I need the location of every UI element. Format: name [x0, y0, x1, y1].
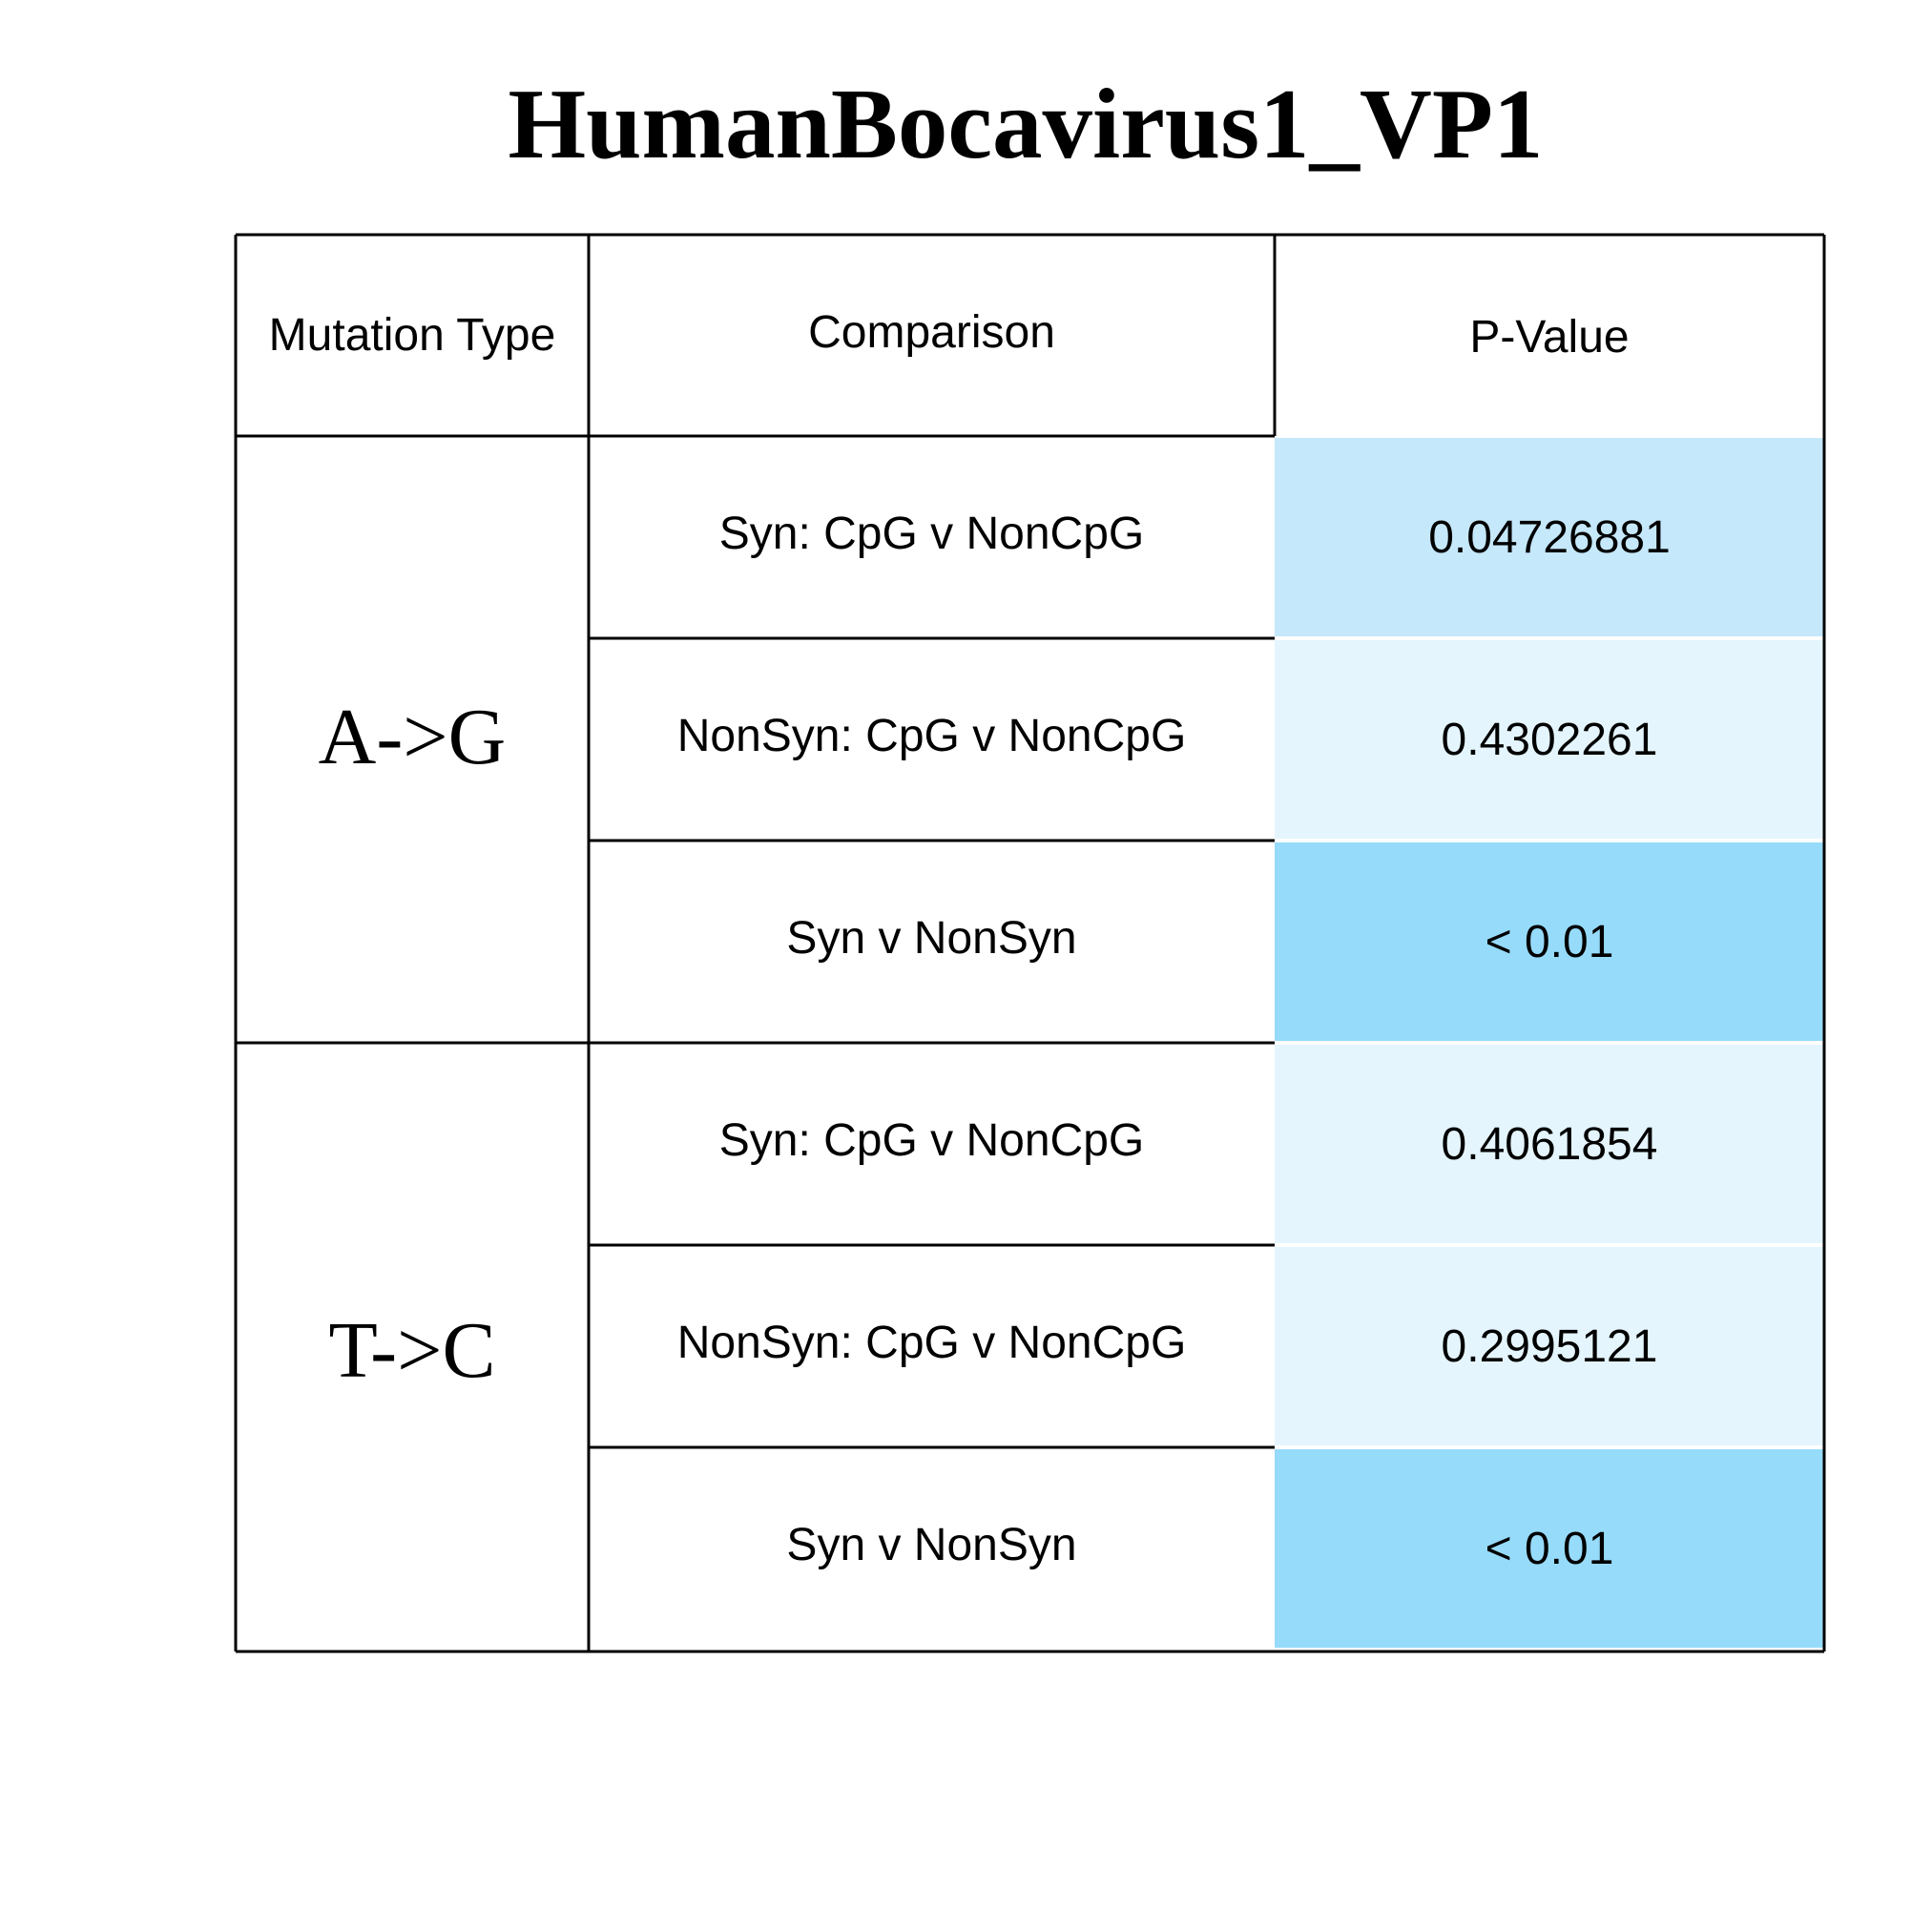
header-p-value: P-Value — [1469, 312, 1630, 363]
pvalue-table: Mutation Type Comparison P-Value A->G T-… — [234, 233, 1826, 1653]
p-value-cell: 0.4302261 — [1275, 640, 1824, 839]
p-value-cell: 0.04726881 — [1275, 438, 1824, 636]
p-value-cell: 0.4061854 — [1275, 1045, 1824, 1243]
mutation-type-t-c: T->C — [328, 1305, 496, 1395]
mutation-type-a-g: A->G — [318, 692, 507, 781]
table-grid-lines — [234, 233, 1826, 1653]
header-mutation-type: Mutation Type — [268, 310, 556, 361]
comparison-cell: Syn: CpG v NonCpG — [718, 508, 1145, 559]
comparison-cell: NonSyn: CpG v NonCpG — [676, 1317, 1187, 1368]
chart-title: HumanBocavirus1_VP1 — [508, 68, 1544, 179]
header-comparison: Comparison — [808, 307, 1055, 358]
comparison-cell: Syn v NonSyn — [786, 1519, 1077, 1570]
p-value-cell: < 0.01 — [1275, 1449, 1824, 1648]
comparison-cell: NonSyn: CpG v NonCpG — [676, 710, 1187, 761]
p-value-cell: 0.2995121 — [1275, 1247, 1824, 1445]
comparison-cell: Syn v NonSyn — [786, 912, 1077, 964]
comparison-cell: Syn: CpG v NonCpG — [718, 1114, 1145, 1166]
p-value-cell: < 0.01 — [1275, 842, 1824, 1041]
